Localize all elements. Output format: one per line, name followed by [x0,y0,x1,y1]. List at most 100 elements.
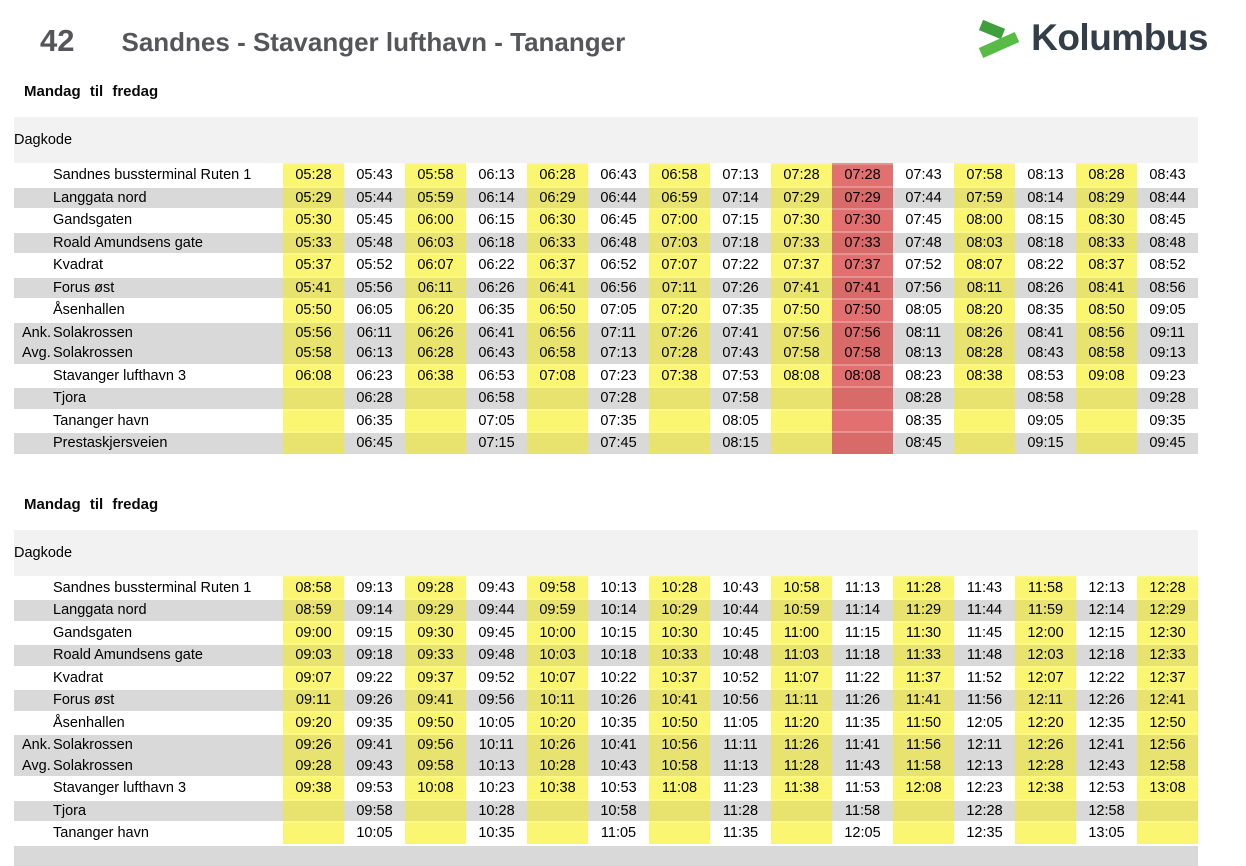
time-value: 10:38 [527,778,588,799]
time-cell: 10:00 [527,621,588,644]
time-value: 12:05 [832,823,893,844]
time-cell: 07:22 [710,253,771,276]
time-cell: 06:59 [649,186,710,209]
time-cell: 12:58 [1076,799,1137,822]
time-cell: 10:33 [649,643,710,666]
time-value [649,801,710,822]
stop-prefix [14,713,53,734]
time-value: 09:35 [344,713,405,734]
time-value: 08:35 [893,411,954,432]
stop-name-line: Ank.Solakrossen [14,323,283,344]
time-value: 12:29 [1137,600,1198,621]
stop-name: Solakrossen [53,735,133,756]
time-cell: 07:18 [710,231,771,254]
time-cell: 08:15 [1015,208,1076,231]
time-cell: 08:53 [1015,364,1076,387]
kolumbus-chevron-icon [976,15,1022,61]
time-cell: 07:11 [649,276,710,299]
time-value: 08:58 [1076,343,1137,364]
time-value: 11:38 [771,778,832,799]
time-cell: 07:43 [893,163,954,186]
time-cell: 06:58 [466,386,527,409]
time-cell: 08:48 [1137,231,1198,254]
time-cell: 08:15 [710,431,771,454]
time-value: 08:11 [893,323,954,344]
stop-name: Sandnes bussterminal Ruten 1 [53,165,251,186]
time-value: 05:59 [405,188,466,209]
stop-name: Tjora [53,801,86,822]
time-value: 10:23 [466,778,527,799]
time-cell [527,799,588,822]
time-value: 11:58 [832,801,893,822]
time-value: 10:58 [588,801,649,822]
time-cell: 05:59 [405,186,466,209]
time-value: 10:52 [710,668,771,689]
time-value: 11:28 [710,801,771,822]
stop-name-line: Forus øst [14,278,283,299]
time-value: 10:58 [771,578,832,599]
time-cell: 08:43 [1137,163,1198,186]
stop-prefix [14,623,53,644]
time-value [1076,411,1137,432]
time-cell: 08:14 [1015,186,1076,209]
time-value: 06:58 [649,165,710,186]
time-cell: 07:05 [588,298,649,321]
time-cell: 06:26 [466,276,527,299]
time-cell: 07:29 [771,186,832,209]
stop-name-cell: Kvadrat [14,253,283,276]
time-value: 11:05 [710,713,771,734]
stop-name-line: Gandsgaten [14,210,283,231]
time-value: 09:35 [1137,411,1198,432]
time-value: 08:03 [954,233,1015,254]
cut-off-row-cell [14,844,1198,866]
time-value: 10:59 [771,600,832,621]
time-value: 12:41 [1076,735,1137,756]
time-cell: 11:22 [832,666,893,689]
time-cell: 09:03 [283,643,344,666]
time-value: 11:26 [832,690,893,711]
time-cell: 08:58 [283,576,344,599]
time-value: 08:45 [893,433,954,454]
time-value: 12:14 [1076,600,1137,621]
time-cell: 08:11 [954,276,1015,299]
time-cell: 09:59 [527,598,588,621]
time-value: 07:58 [771,343,832,364]
time-cell: 12:20 [1015,711,1076,734]
stop-name-cell: Forus øst [14,688,283,711]
time-cell: 10:22 [588,666,649,689]
time-value: 07:56 [771,323,832,344]
time-cell: 05:43 [344,163,405,186]
time-value: 06:41 [527,278,588,299]
time-value [893,801,954,822]
time-cell: 07:13 [710,163,771,186]
time-value: 07:15 [710,210,771,231]
time-value: 12:50 [1137,713,1198,734]
time-cell: 07:03 [649,231,710,254]
time-value: 10:44 [710,600,771,621]
time-cell: 10:43 [710,576,771,599]
time-value: 08:26 [1015,278,1076,299]
time-cell: 09:58 [344,799,405,822]
time-value: 11:03 [771,645,832,666]
time-cell: 10:28 [649,576,710,599]
time-value: 07:45 [893,210,954,231]
time-cell: 07:58 [954,163,1015,186]
stop-prefix: Avg. [14,756,53,777]
time-cell: 08:00 [954,208,1015,231]
time-value: 07:33 [832,233,893,254]
time-value: 10:56 [649,735,710,756]
stop-name-cell: Roald Amundsens gate [14,231,283,254]
stop-name: Tananger havn [53,411,149,432]
time-value: 12:13 [954,756,1015,777]
time-cell: 08:29 [1076,186,1137,209]
time-cell: 07:29 [832,186,893,209]
time-cell: 10:11 [527,688,588,711]
time-cell: 12:07 [1015,666,1076,689]
